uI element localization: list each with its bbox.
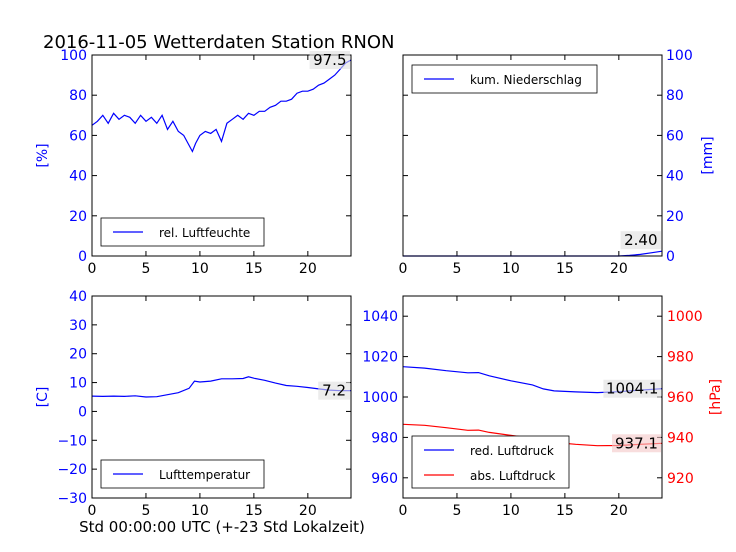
y-axis-label: [%]	[35, 143, 51, 167]
x-tick-label: 20	[610, 261, 628, 277]
legend-box	[100, 459, 265, 489]
x-tick-label: 10	[191, 261, 209, 277]
x-tick-label: 10	[502, 261, 520, 277]
y-tick-label: 0	[666, 249, 675, 265]
y-tick-label: 60	[69, 128, 87, 144]
panel-pressure: 0 5 10 15 20 960 980 1000 1020 1040 920 940 960 980 10…	[362, 295, 724, 519]
y-tick-label: 0	[78, 404, 87, 420]
y-tick-label: 20	[666, 209, 684, 225]
y2-tick-label: 960	[667, 390, 694, 406]
plot-frame	[402, 54, 663, 257]
series-line-1	[91, 376, 351, 398]
x-tick-label: 5	[452, 503, 461, 519]
y-axis-label: [C]	[35, 387, 51, 408]
y-tick-label: 980	[371, 430, 398, 446]
annotation-bg	[620, 231, 661, 250]
y2-tick-label: 980	[667, 350, 694, 366]
y-tick-label: 40	[666, 169, 684, 185]
y-tick-label: 80	[666, 88, 684, 104]
plot-frame	[91, 295, 352, 499]
legend: kum. Niederschlag	[411, 64, 598, 94]
y2-tick-label: 940	[667, 430, 694, 446]
x-tick-label: 10	[502, 503, 520, 519]
legend-box	[411, 435, 570, 489]
y-tick-label: 40	[69, 289, 87, 305]
value-annotation: 937.1	[612, 434, 661, 453]
annotation-text: 2.40	[624, 231, 657, 249]
x-tick-label: 15	[245, 261, 263, 277]
y-tick-label: 60	[666, 128, 684, 144]
value-annotation: 7.2	[318, 381, 350, 400]
x-axis-label: Std 00:00:00 UTC (+-23 Std Lokalzeit)	[79, 518, 365, 536]
x-tick-label: 20	[299, 261, 317, 277]
annotation-bg	[603, 379, 661, 398]
x-tick-label: 15	[245, 503, 263, 519]
x-tick-label: 0	[399, 261, 408, 277]
annotation-bg	[612, 434, 661, 453]
x-tick-label: 5	[452, 261, 461, 277]
x-tick-label: 0	[88, 261, 97, 277]
y-tick-label: 10	[69, 376, 87, 392]
annotation-bg	[318, 381, 350, 400]
y-tick-label: 20	[69, 347, 87, 363]
legend-label: rel. Luftfeuchte	[159, 226, 250, 240]
y-tick-label: −30	[57, 491, 87, 507]
annotation-bg	[309, 51, 350, 70]
y-tick-label: −20	[57, 462, 87, 478]
y-axis-label: [mm]	[700, 136, 716, 174]
legend-label: kum. Niederschlag	[470, 73, 582, 87]
y-tick-label: −10	[57, 433, 87, 449]
x-tick-label: 5	[141, 261, 150, 277]
plot-frame	[402, 295, 663, 499]
legend: rel. Luftfeuchte	[100, 217, 265, 247]
y-tick-label: 40	[69, 169, 87, 185]
annotation-text: 97.5	[313, 51, 346, 69]
y-tick-label: 100	[60, 48, 87, 64]
value-annotation: 97.5	[309, 51, 350, 70]
panel-precipitation: 0 5 10 15 20 0 20 40 60 80 100 [mm] kum. Niederschla…	[399, 48, 716, 277]
x-tick-label: 0	[88, 503, 97, 519]
x-tick-label: 15	[556, 261, 574, 277]
legend-label: Lufttemperatur	[159, 468, 250, 482]
y-tick-label: 100	[666, 48, 693, 64]
x-tick-label: 0	[399, 503, 408, 519]
x-tick-label: 10	[191, 503, 209, 519]
y-tick-label: 20	[69, 209, 87, 225]
value-annotation: 1004.1	[603, 379, 661, 398]
panel-humidity: 0 5 10 15 20 0 20 40 60 80 100 [%] rel. Luftfeuchte 9…	[35, 48, 352, 277]
chart-title: 2016-11-05 Wetterdaten Station RNON	[43, 32, 394, 53]
y-tick-label: 30	[69, 318, 87, 334]
x-tick-label: 20	[610, 503, 628, 519]
annotation-text: 937.1	[615, 434, 658, 452]
y-tick-label: 1020	[362, 350, 398, 366]
y-tick-label: 960	[371, 471, 398, 487]
legend-label: abs. Luftdruck	[470, 469, 555, 483]
y-tick-label: 1040	[362, 309, 398, 325]
x-tick-label: 20	[299, 503, 317, 519]
legend-label: red. Luftdruck	[470, 444, 554, 458]
y2-axis-label: [hPa]	[708, 379, 724, 415]
y-tick-label: 1000	[362, 390, 398, 406]
annotation-text: 7.2	[322, 382, 346, 400]
y2-tick-label: 920	[667, 471, 694, 487]
series-line-1	[403, 250, 663, 257]
series-line-1	[91, 59, 352, 153]
x-tick-label: 15	[556, 503, 574, 519]
panel-temperature: 0 5 10 15 20 −30 −20 −10 0 10 20 30 40 [C] Lufttempera…	[35, 289, 352, 519]
legend: red. Luftdruck abs. Luftdruck	[411, 435, 570, 489]
value-annotation: 2.40	[620, 231, 661, 250]
annotation-text: 1004.1	[606, 380, 659, 398]
plot-frame	[91, 54, 352, 257]
y-tick-label: 80	[69, 88, 87, 104]
y-tick-label: 0	[78, 249, 87, 265]
legend: Lufttemperatur	[100, 459, 265, 489]
y2-tick-label: 1000	[667, 309, 703, 325]
x-tick-label: 5	[141, 503, 150, 519]
